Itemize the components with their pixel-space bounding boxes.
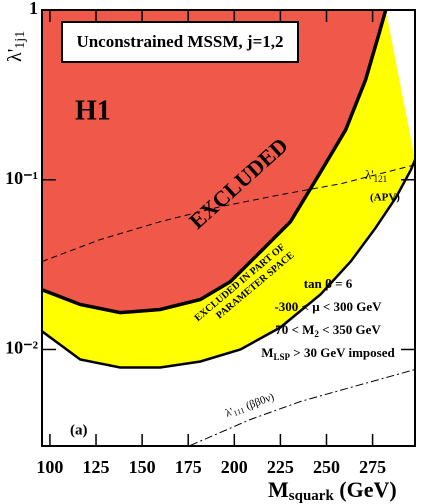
parameter-part: M [261, 345, 273, 360]
parameter: tan β = 6 [304, 276, 353, 291]
x-tick-label: 125 [83, 457, 110, 477]
parameter-part: > 30 GeV imposed [290, 345, 395, 360]
x-tick-label: 175 [175, 457, 202, 477]
apv-symbol: λ' [365, 167, 374, 182]
experiment-label: H1 [75, 95, 111, 126]
x-axis-label: Msquark (GeV) [268, 477, 397, 504]
ticks: 100 125 150 175 200 225 250 275 10⁻² 10⁻¹ 1 [5, 0, 415, 477]
exclusion-area [42, 10, 386, 313]
limit-line [190, 369, 415, 446]
parameter: 70 < M2 < 350 GeV [275, 322, 381, 339]
parameter: MLSP > 30 GeV imposed [261, 345, 395, 362]
parameter: -300 < μ < 300 GeV [274, 299, 382, 314]
apv-sub: 121 [374, 174, 388, 184]
x-label-sub: squark [289, 488, 335, 504]
y-label-sub: 1j1 [13, 31, 28, 49]
limit-line [42, 164, 415, 262]
panel-label: (a) [70, 422, 88, 438]
x-label-unit: (GeV) [334, 477, 397, 502]
bb0v-note: (ββ0ν) [244, 390, 276, 411]
parameter-sub: LSP [274, 352, 291, 362]
plot-frame [41, 9, 416, 447]
y-tick-label: 1 [29, 0, 38, 18]
x-label-main: M [268, 477, 289, 502]
parameter-sub: 2 [314, 329, 319, 339]
y-label-main: λ' [4, 49, 26, 62]
bb0v-label: λ'111(ββ0ν) [224, 390, 277, 420]
bb0v-sub: 111 [232, 406, 246, 418]
y-tick-label: 10⁻² [5, 338, 38, 358]
bb0v-symbol: λ' [224, 405, 235, 419]
partial-exclusion-area [42, 10, 415, 368]
lines [42, 10, 415, 446]
title-box [61, 21, 299, 63]
x-tick-label: 250 [313, 457, 340, 477]
x-tick-label: 200 [221, 457, 248, 477]
boundary-line [42, 10, 388, 315]
boundary-line [42, 159, 415, 369]
parameter-part: 70 < M [275, 322, 314, 337]
x-tick-label: 150 [129, 457, 156, 477]
y-tick-label: 10⁻¹ [5, 168, 38, 188]
apv-label: λ'121 [365, 167, 387, 184]
fills [42, 10, 415, 368]
parameter-part: < 350 GeV [319, 322, 382, 337]
x-tick-label: 275 [359, 457, 386, 477]
x-tick-label: 225 [267, 457, 294, 477]
apv-note: (APV) [370, 192, 400, 204]
chart-title: Unconstrained MSSM, j=1,2 [76, 32, 283, 51]
y-axis-label: λ'1j1 [4, 31, 29, 62]
x-tick-label: 100 [36, 457, 63, 477]
